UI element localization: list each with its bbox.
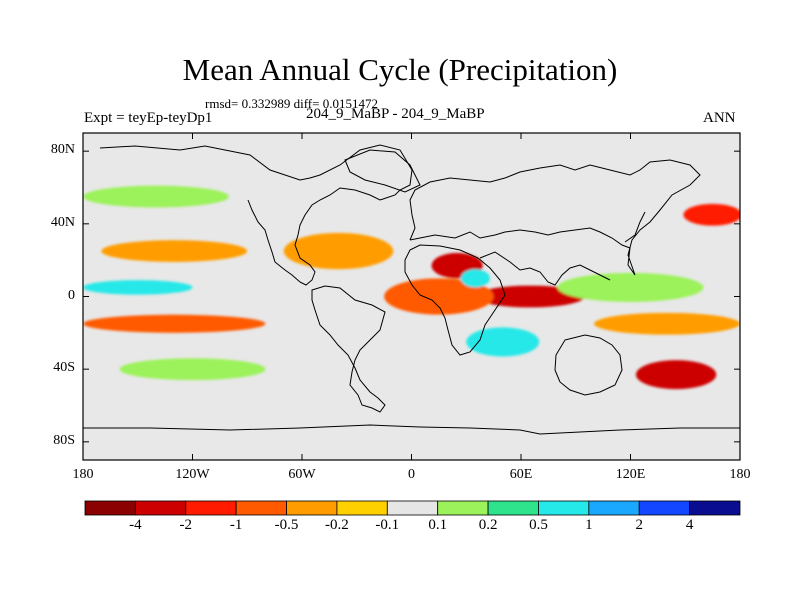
colorbar-swatch (185, 500, 237, 516)
colorbar (84, 500, 741, 516)
y-tick-label: 80S (53, 432, 75, 448)
field-anomaly-9 (83, 280, 193, 295)
colorbar-label: 0.1 (428, 517, 448, 533)
colorbar-label: 4 (685, 517, 694, 533)
eurasia-coast (409, 159, 701, 276)
x-tick-label: 0 (408, 467, 415, 482)
arabia-india-coast (479, 251, 611, 286)
colorbar-swatch (386, 500, 439, 516)
japan-coast (624, 211, 646, 243)
colorbar-label: -0.5 (274, 517, 299, 533)
colorbar-label: -1 (229, 517, 243, 533)
field-anomaly-4 (384, 278, 494, 315)
precipitation-field (83, 185, 740, 390)
coastlines (83, 144, 740, 435)
field-anomaly-6 (83, 314, 266, 333)
field-anomaly-1 (475, 285, 585, 308)
australia-coast (554, 334, 623, 396)
field-anomaly-14 (460, 269, 490, 288)
y-tick-label: 40N (50, 214, 75, 230)
field-anomaly-7 (283, 232, 394, 270)
field-anomaly-12 (557, 272, 704, 302)
colorbar-swatch (689, 500, 741, 516)
colorbar-label: -0.1 (375, 517, 400, 533)
field-anomaly-10 (83, 185, 229, 208)
experiment-label: Expt = teyEp-teyDp1 (84, 110, 213, 126)
y-tick-label: 80N (50, 142, 75, 158)
africa-coast (404, 244, 506, 356)
colorbar-label: -2 (179, 517, 193, 533)
field-anomaly-11 (466, 327, 540, 357)
greenland-coast (344, 149, 421, 193)
colorbar-label: -4 (129, 517, 142, 533)
colorbar-swatch (84, 500, 136, 516)
colorbar-label: 0.5 (529, 517, 548, 533)
season-label: ANN (703, 110, 736, 126)
x-tick-label: 60E (509, 467, 533, 482)
x-tick-label: 180 (72, 467, 94, 482)
colorbar-swatch (134, 500, 187, 516)
north-america-coast (99, 144, 413, 286)
axes (82, 133, 741, 460)
colorbar-label: 0.2 (478, 517, 498, 533)
rmsd-diff-stats: rmsd= 0.332989 diff= 0.0151472 (205, 96, 378, 111)
case-label: 204_9_MaBP - 204_9_MaBP (306, 106, 485, 122)
south-america-coast (311, 285, 386, 413)
colorbar-swatch (638, 500, 691, 516)
colorbar-swatch (235, 500, 287, 516)
colorbar-swatch (538, 500, 590, 516)
colorbar-swatch (336, 500, 388, 516)
colorbar-label: 2 (635, 517, 643, 533)
x-tick-label: 60W (288, 467, 316, 482)
colorbar-label: -0.2 (325, 517, 349, 533)
antarctica-coast (83, 424, 740, 435)
x-tick-label: 120W (175, 467, 210, 482)
colorbar-swatch (286, 500, 338, 516)
colorbar-label: 1 (585, 517, 593, 533)
x-tick-label: 180 (729, 467, 751, 482)
colorbar-swatch (437, 500, 489, 516)
colorbar-swatch (487, 500, 539, 516)
y-tick-label: 0 (68, 287, 75, 303)
colorbar-swatch (588, 500, 640, 516)
field-anomaly-8 (594, 312, 740, 335)
central-america-coast (247, 199, 301, 283)
field-anomaly-13 (119, 358, 266, 381)
field-anomaly-3 (683, 203, 740, 226)
x-tick-label: 120E (615, 467, 646, 482)
chart-title: Mean Annual Cycle (Precipitation) (182, 52, 618, 87)
y-tick-label: 40S (53, 360, 75, 376)
field-anomaly-5 (101, 240, 248, 262)
field-anomaly-2 (635, 360, 717, 390)
